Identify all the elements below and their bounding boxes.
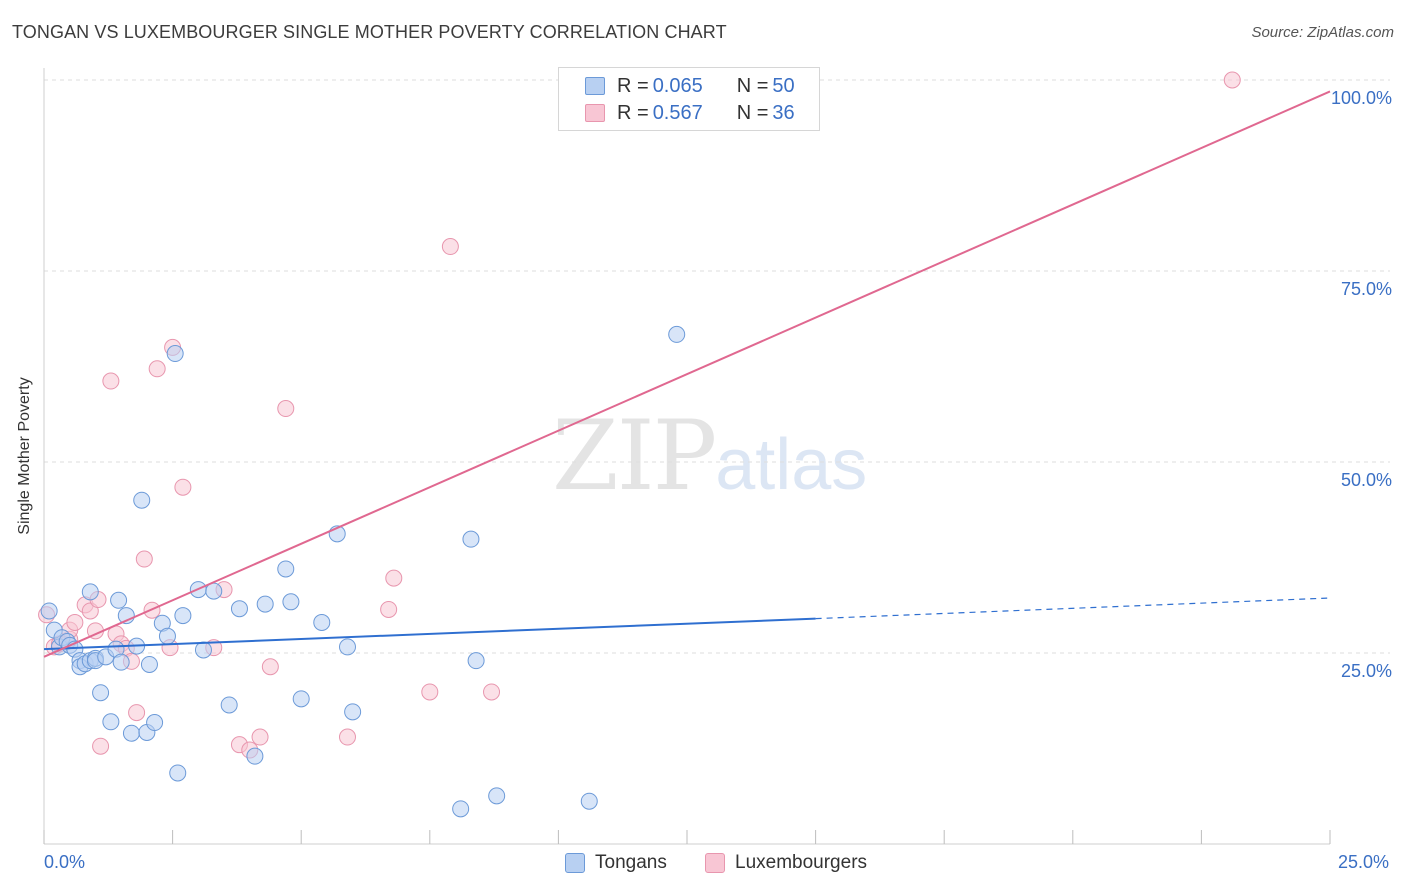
tongan-point bbox=[81, 583, 99, 601]
tongan-point bbox=[169, 764, 187, 782]
legend-r-value: 0.065 bbox=[652, 74, 703, 97]
legend-r-label: R = bbox=[617, 101, 649, 124]
tongan-point bbox=[140, 655, 158, 673]
tongan-point bbox=[122, 724, 140, 742]
y-axis-label: Single Mother Poverty bbox=[16, 377, 33, 535]
y-tick-label: 50.0% bbox=[1340, 470, 1392, 490]
watermark: ZIPatlas bbox=[552, 400, 867, 512]
tongan-point bbox=[112, 653, 130, 671]
tongan-point bbox=[133, 491, 151, 509]
tongan-point bbox=[282, 593, 300, 611]
luxembourger-point bbox=[385, 569, 403, 587]
legend-swatch-pink bbox=[705, 853, 725, 873]
tongan-point bbox=[102, 713, 120, 731]
luxembourger-point bbox=[251, 728, 269, 746]
tongan-point bbox=[146, 714, 164, 732]
tongan-point bbox=[40, 602, 58, 620]
tongan-point bbox=[92, 684, 110, 702]
tongan-point bbox=[313, 613, 331, 631]
luxembourger-trend-line bbox=[43, 90, 1331, 658]
chart-title: TONGAN VS LUXEMBOURGER SINGLE MOTHER POV… bbox=[12, 22, 727, 42]
tongan-point bbox=[174, 607, 192, 625]
luxembourger-point bbox=[102, 372, 120, 390]
tongan-point bbox=[467, 652, 485, 670]
tongan-point bbox=[256, 595, 274, 613]
x-tick-label-max: 25.0% bbox=[1338, 852, 1390, 872]
source-label: Source: ZipAtlas.com bbox=[1251, 24, 1394, 41]
tongan-point bbox=[462, 530, 480, 548]
legend-n-value: 36 bbox=[772, 101, 795, 124]
legend-r-value: 0.567 bbox=[652, 101, 703, 124]
luxembourger-point bbox=[66, 613, 84, 631]
watermark-atlas: atlas bbox=[715, 425, 868, 505]
tongan-point bbox=[488, 787, 506, 805]
luxembourger-point bbox=[421, 683, 439, 701]
tongan-point bbox=[338, 638, 356, 656]
legend-swatch-blue bbox=[585, 77, 605, 95]
tongan-point bbox=[668, 325, 686, 343]
legend-swatch-blue bbox=[565, 853, 585, 873]
luxembourger-point bbox=[1223, 71, 1241, 89]
luxembourger-point bbox=[128, 704, 146, 722]
luxembourger-point bbox=[380, 600, 398, 618]
legend-n-label: N = bbox=[736, 101, 769, 124]
x-tick-label-min: 0.0% bbox=[44, 852, 86, 872]
legend-label-tongans: Tongans bbox=[595, 852, 667, 873]
watermark-zip: ZIP bbox=[552, 400, 717, 512]
tongan-trend-extension bbox=[815, 597, 1331, 620]
tongan-point bbox=[246, 747, 264, 765]
tongan-point bbox=[194, 641, 212, 659]
tongan-point bbox=[110, 591, 128, 609]
bottom-legend-tongans: Tongans bbox=[565, 852, 667, 874]
tongan-point bbox=[158, 627, 176, 645]
luxembourger-point bbox=[277, 400, 295, 418]
tongan-point bbox=[580, 792, 598, 810]
tongan-point bbox=[292, 690, 310, 708]
luxembourger-point bbox=[441, 238, 459, 256]
bottom-legend-luxembourgers: Luxembourgers bbox=[705, 852, 867, 874]
tongan-trend-line bbox=[43, 617, 816, 651]
luxembourger-point bbox=[92, 737, 110, 755]
correlation-legend: R = 0.065 N = 50 R = 0.567 N = 36 bbox=[558, 67, 820, 131]
luxembourger-point bbox=[261, 658, 279, 676]
legend-n-value: 50 bbox=[772, 74, 795, 97]
luxembourger-point bbox=[135, 550, 153, 568]
y-tick-label: 100.0% bbox=[1330, 88, 1392, 108]
tongan-point bbox=[230, 600, 248, 618]
luxembourger-point bbox=[174, 478, 192, 496]
luxembourger-point bbox=[338, 728, 356, 746]
tongan-point bbox=[344, 703, 362, 721]
y-tick-label: 75.0% bbox=[1340, 279, 1392, 299]
y-tick-label: 25.0% bbox=[1340, 661, 1392, 681]
legend-row-luxembourgers: R = 0.567 N = 36 bbox=[585, 101, 795, 125]
tongan-point bbox=[220, 696, 238, 714]
tongan-point bbox=[166, 345, 184, 363]
legend-row-tongans: R = 0.065 N = 50 bbox=[585, 74, 795, 98]
luxembourger-point bbox=[483, 683, 501, 701]
legend-swatch-pink bbox=[585, 104, 605, 122]
luxembourger-point bbox=[148, 360, 166, 378]
legend-r-label: R = bbox=[617, 74, 649, 97]
tongan-point bbox=[277, 560, 295, 578]
legend-label-luxembourgers: Luxembourgers bbox=[735, 852, 868, 873]
legend-n-label: N = bbox=[736, 74, 769, 97]
tongan-point bbox=[452, 800, 470, 818]
